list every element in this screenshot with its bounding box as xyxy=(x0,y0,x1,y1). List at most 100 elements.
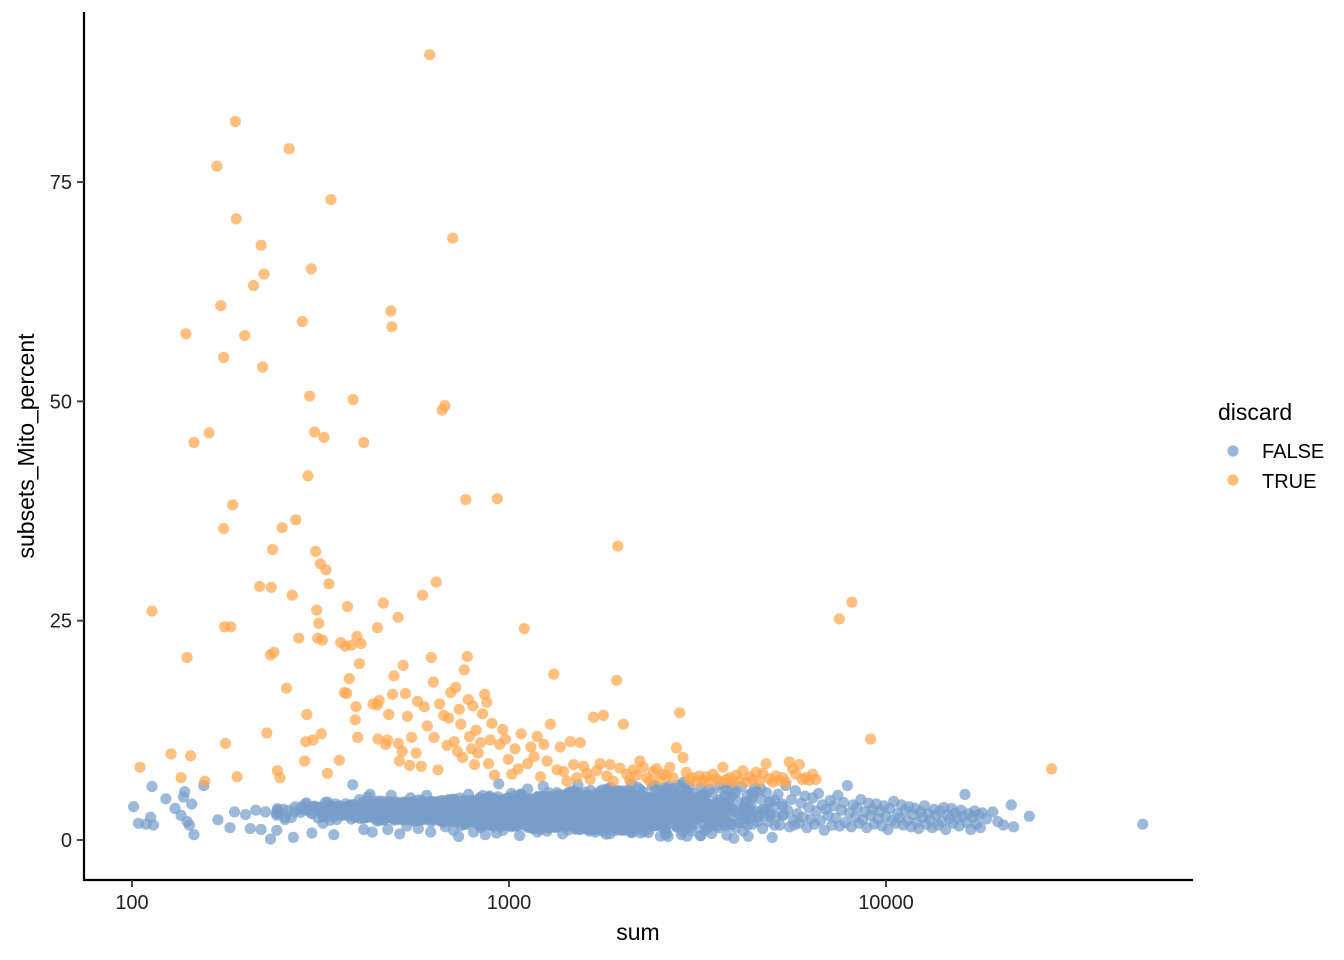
data-point-true xyxy=(461,651,473,663)
data-point-true xyxy=(311,604,323,616)
data-point-false xyxy=(528,795,541,807)
data-point-true xyxy=(417,589,429,601)
legend-label-false: FALSE xyxy=(1262,441,1324,463)
data-point-false xyxy=(1023,810,1035,822)
data-point-false xyxy=(302,804,314,816)
data-point-true xyxy=(225,621,237,633)
data-point-true xyxy=(677,751,689,764)
data-point-true xyxy=(386,321,398,333)
data-point-true xyxy=(255,239,267,251)
data-point-true xyxy=(425,651,437,664)
data-point-true xyxy=(257,361,269,373)
series-false-dense-core xyxy=(270,778,801,844)
data-point-false xyxy=(408,815,420,827)
data-point-false xyxy=(769,819,781,831)
data-point-true xyxy=(448,736,460,748)
data-point-false xyxy=(576,814,588,826)
data-point-false xyxy=(675,829,688,841)
data-point-true xyxy=(229,115,241,128)
data-point-true xyxy=(430,576,442,588)
data-point-false xyxy=(675,818,687,831)
data-point-true xyxy=(428,731,440,744)
data-point-true xyxy=(1046,763,1058,775)
data-point-true xyxy=(447,232,459,244)
data-point-true xyxy=(472,747,484,759)
data-point-false xyxy=(493,778,505,790)
legend-title: discard xyxy=(1218,399,1292,425)
legend-label-true: TRUE xyxy=(1262,471,1316,493)
data-point-true xyxy=(268,646,280,658)
data-point-false xyxy=(128,801,140,813)
points-layer xyxy=(128,49,1149,845)
data-point-true xyxy=(302,470,314,482)
data-point-false xyxy=(239,809,252,821)
data-point-true xyxy=(230,213,242,225)
data-point-true xyxy=(541,755,553,767)
data-point-true xyxy=(316,634,328,646)
data-point-true xyxy=(392,611,404,623)
data-point-false xyxy=(394,828,406,840)
data-point-true xyxy=(558,766,570,778)
data-point-false xyxy=(690,811,702,823)
data-point-true xyxy=(283,143,295,155)
data-point-false xyxy=(264,833,277,845)
data-point-true xyxy=(290,514,302,526)
data-point-true xyxy=(325,194,337,206)
data-point-true xyxy=(321,767,334,779)
data-point-true xyxy=(318,431,330,443)
x-tick-label: 10000 xyxy=(858,892,914,914)
data-point-true xyxy=(175,772,187,784)
data-point-true xyxy=(134,761,146,773)
data-point-true xyxy=(548,668,560,680)
y-tick-label: 25 xyxy=(50,611,72,633)
data-point-true xyxy=(307,734,319,746)
data-point-true xyxy=(594,758,606,770)
data-point-false xyxy=(765,808,777,820)
data-point-true xyxy=(343,673,355,685)
data-point-true xyxy=(604,759,616,771)
data-point-true xyxy=(276,522,288,534)
data-point-false xyxy=(463,812,475,824)
data-point-true xyxy=(531,730,543,743)
data-point-false xyxy=(997,819,1010,831)
data-point-true xyxy=(587,711,600,723)
data-point-true xyxy=(401,710,414,722)
y-tick-label: 75 xyxy=(50,172,72,194)
data-point-true xyxy=(491,493,503,505)
data-point-true xyxy=(564,736,576,748)
data-point-true xyxy=(274,772,286,784)
data-point-false xyxy=(540,797,553,809)
data-point-true xyxy=(865,733,877,745)
x-axis-title: sum xyxy=(616,919,659,945)
series-true xyxy=(134,49,1058,788)
data-point-true xyxy=(571,772,583,784)
data-point-false xyxy=(686,821,698,833)
data-point-true xyxy=(341,687,353,700)
legend-swatch-true xyxy=(1227,474,1239,486)
data-point-false xyxy=(179,786,191,798)
data-point-true xyxy=(561,775,573,787)
data-point-true xyxy=(421,720,433,732)
data-point-false xyxy=(351,809,363,822)
data-point-false xyxy=(752,809,765,821)
data-point-true xyxy=(304,390,316,402)
data-point-false xyxy=(721,829,733,841)
data-point-false xyxy=(544,821,557,833)
data-point-false xyxy=(447,800,459,812)
data-point-true xyxy=(415,760,427,772)
y-axis-title: subsets_Mito_percent xyxy=(13,333,39,559)
data-point-true xyxy=(443,712,455,724)
x-tick-label: 1000 xyxy=(487,892,532,914)
data-point-false xyxy=(631,781,644,793)
data-point-true xyxy=(185,750,197,762)
data-point-true xyxy=(188,437,200,449)
data-point-false xyxy=(500,811,512,823)
data-point-true xyxy=(358,437,370,449)
data-point-false xyxy=(371,807,383,819)
data-point-false xyxy=(160,793,172,805)
data-point-false xyxy=(562,824,574,836)
data-point-false xyxy=(525,813,537,826)
data-point-false xyxy=(747,789,759,802)
data-point-false xyxy=(323,806,335,819)
